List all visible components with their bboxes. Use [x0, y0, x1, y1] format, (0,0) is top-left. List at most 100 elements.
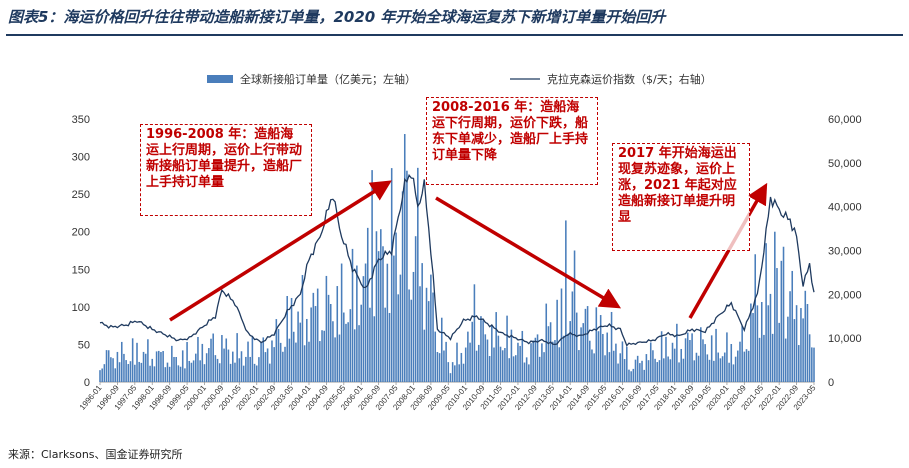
order-bar [804, 290, 807, 382]
order-bar [606, 332, 608, 382]
order-bar [375, 231, 378, 382]
order-bar [556, 299, 558, 382]
order-bar [534, 337, 537, 382]
order-bar [223, 348, 225, 382]
order-bar [636, 355, 639, 382]
order-bar [327, 294, 330, 382]
order-bar [591, 349, 593, 382]
order-bar [565, 220, 567, 382]
order-bar [253, 363, 256, 382]
order-bar [632, 368, 635, 382]
order-bar [297, 311, 299, 382]
order-bar [340, 263, 343, 382]
order-bar [380, 229, 382, 382]
order-bar [763, 334, 765, 382]
line-series [99, 173, 815, 347]
order-bar [105, 350, 108, 382]
order-bar [216, 358, 219, 382]
order-bar [795, 305, 798, 382]
order-bar [316, 288, 319, 382]
order-bar [458, 364, 460, 382]
order-bar [188, 360, 191, 382]
order-bar [343, 312, 345, 382]
legend-line-label: 克拉克森运价指数（$/天；右轴） [547, 72, 712, 86]
source-note: 来源：Clarksons、国金证券研究所 [8, 448, 183, 461]
order-bar [737, 350, 739, 382]
order-bar [229, 363, 232, 382]
order-bar [462, 363, 465, 382]
order-bar [112, 358, 114, 382]
order-bar [652, 350, 654, 382]
order-bar [464, 347, 467, 382]
order-bar [693, 360, 696, 382]
order-bar [523, 362, 526, 382]
order-bar [227, 349, 230, 382]
order-bar [504, 348, 506, 382]
order-bar [719, 358, 722, 382]
order-bar [477, 344, 480, 382]
order-bar [776, 268, 778, 382]
y-right-tick-label: 50,000 [828, 158, 862, 170]
order-bar [793, 319, 796, 382]
order-bar [147, 339, 149, 382]
order-bar [208, 348, 210, 382]
order-bar [403, 134, 406, 382]
order-bar [286, 296, 288, 382]
order-bar [617, 363, 619, 382]
order-bar [269, 363, 271, 382]
order-bar [554, 340, 556, 382]
order-bar [299, 322, 302, 382]
order-bar [715, 328, 717, 382]
order-bar [508, 358, 511, 382]
order-bar [336, 286, 339, 382]
order-bar [691, 333, 693, 382]
order-bar [242, 365, 245, 382]
order-bar [532, 340, 534, 382]
order-bar [469, 342, 471, 382]
order-bar [173, 356, 175, 382]
order-bar [782, 246, 785, 382]
order-bar [569, 321, 571, 382]
order-bar [771, 333, 774, 382]
order-bar [697, 355, 700, 382]
order-bar [575, 312, 578, 382]
order-bar [101, 368, 103, 382]
order-bar [221, 335, 223, 382]
order-bar [571, 291, 574, 382]
order-bar [110, 357, 112, 382]
order-bar [597, 331, 600, 382]
order-bar [166, 362, 169, 382]
y-left-tick-label: 0 [84, 377, 90, 389]
order-bar [432, 292, 434, 382]
order-bar [630, 371, 632, 382]
order-bar [210, 338, 212, 382]
order-bar [454, 365, 456, 382]
order-bar [551, 341, 554, 382]
order-bar [647, 360, 650, 382]
order-bar [760, 302, 763, 382]
order-bar [373, 316, 376, 382]
order-bar [440, 317, 443, 382]
order-bar [573, 250, 576, 382]
order-bar [386, 263, 389, 382]
order-bar [284, 346, 286, 382]
order-bar [791, 270, 794, 382]
order-bar [473, 284, 476, 382]
order-bar [329, 304, 332, 382]
order-bar [767, 305, 770, 382]
order-bar [238, 358, 241, 382]
order-bar [682, 358, 685, 382]
order-bar [754, 254, 757, 382]
order-bar [599, 315, 602, 382]
order-bar [562, 335, 565, 382]
order-bar [140, 362, 143, 382]
order-bar [136, 342, 138, 382]
order-bar [547, 326, 550, 382]
order-bar [612, 350, 615, 382]
order-bar [765, 243, 767, 382]
order-bar [445, 341, 447, 382]
order-bar [144, 353, 147, 382]
order-bar [610, 311, 613, 382]
order-bar [430, 274, 432, 382]
